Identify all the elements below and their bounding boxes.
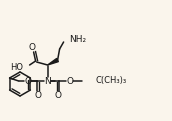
- Text: C(CH₃)₃: C(CH₃)₃: [96, 76, 127, 86]
- Polygon shape: [48, 58, 58, 65]
- Text: O: O: [54, 91, 61, 99]
- Text: HO: HO: [11, 63, 24, 72]
- Text: NH₂: NH₂: [70, 34, 87, 44]
- Text: O: O: [24, 76, 31, 86]
- Text: O: O: [66, 76, 73, 86]
- Text: O: O: [34, 91, 41, 99]
- Text: O: O: [28, 44, 35, 53]
- Text: N: N: [44, 76, 51, 86]
